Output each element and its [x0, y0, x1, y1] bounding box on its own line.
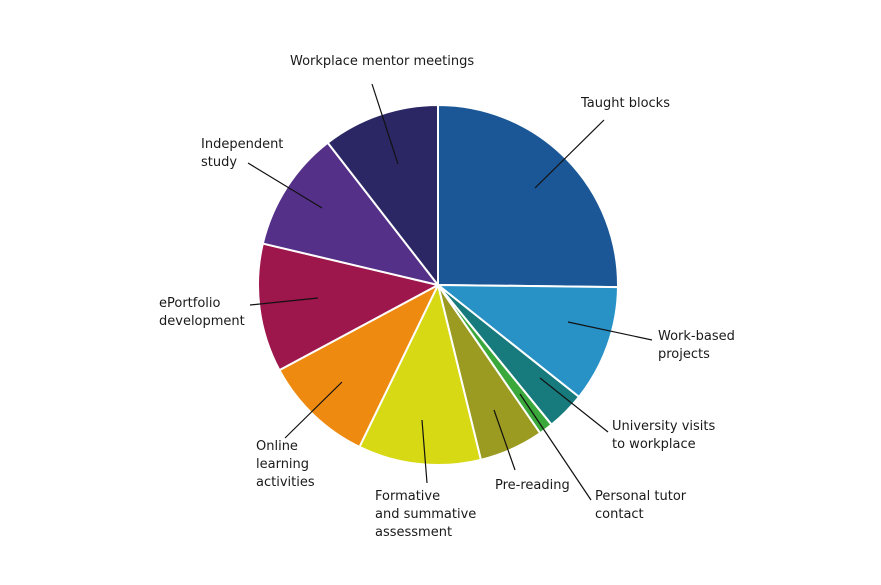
label-online-learning-activities: Online learning activities: [256, 439, 315, 490]
pie-slice-6: [278, 284, 439, 448]
label-pre-reading: Pre-reading: [495, 478, 570, 493]
leader-line-3: [519, 393, 592, 501]
leader-lines: [247, 83, 653, 501]
pie-slice-8: [261, 141, 439, 286]
leader-line-7: [249, 297, 319, 306]
leader-line-2: [539, 377, 609, 433]
leader-line-6: [284, 381, 343, 439]
label-taught-blocks: Taught blocks: [581, 96, 670, 111]
leader-line-9: [371, 83, 399, 165]
pie-slice-0: [437, 104, 619, 289]
leader-line-5: [421, 419, 428, 484]
label-workplace-mentor-meetings: Workplace mentor meetings: [290, 54, 475, 69]
leader-line-0: [534, 119, 605, 189]
label-university-visits: University visits to workplace: [612, 419, 716, 452]
leader-line-1: [567, 321, 653, 341]
pie-slice-1: [437, 284, 619, 398]
label-eportfolio-development: ePortfolio development: [159, 296, 245, 329]
leader-line-8: [247, 162, 323, 209]
pie-slice-5: [358, 284, 482, 466]
label-work-based-projects: Work-based projects: [658, 329, 735, 362]
label-independent-study: Independent study: [201, 137, 284, 170]
label-formative-summative-assessment: Formative and summative assessment: [375, 489, 477, 540]
pie-slices: [257, 104, 619, 466]
label-personal-tutor-contact: Personal tutor contact: [595, 489, 687, 522]
leader-line-4: [493, 409, 516, 471]
pie-slice-9: [326, 104, 439, 286]
